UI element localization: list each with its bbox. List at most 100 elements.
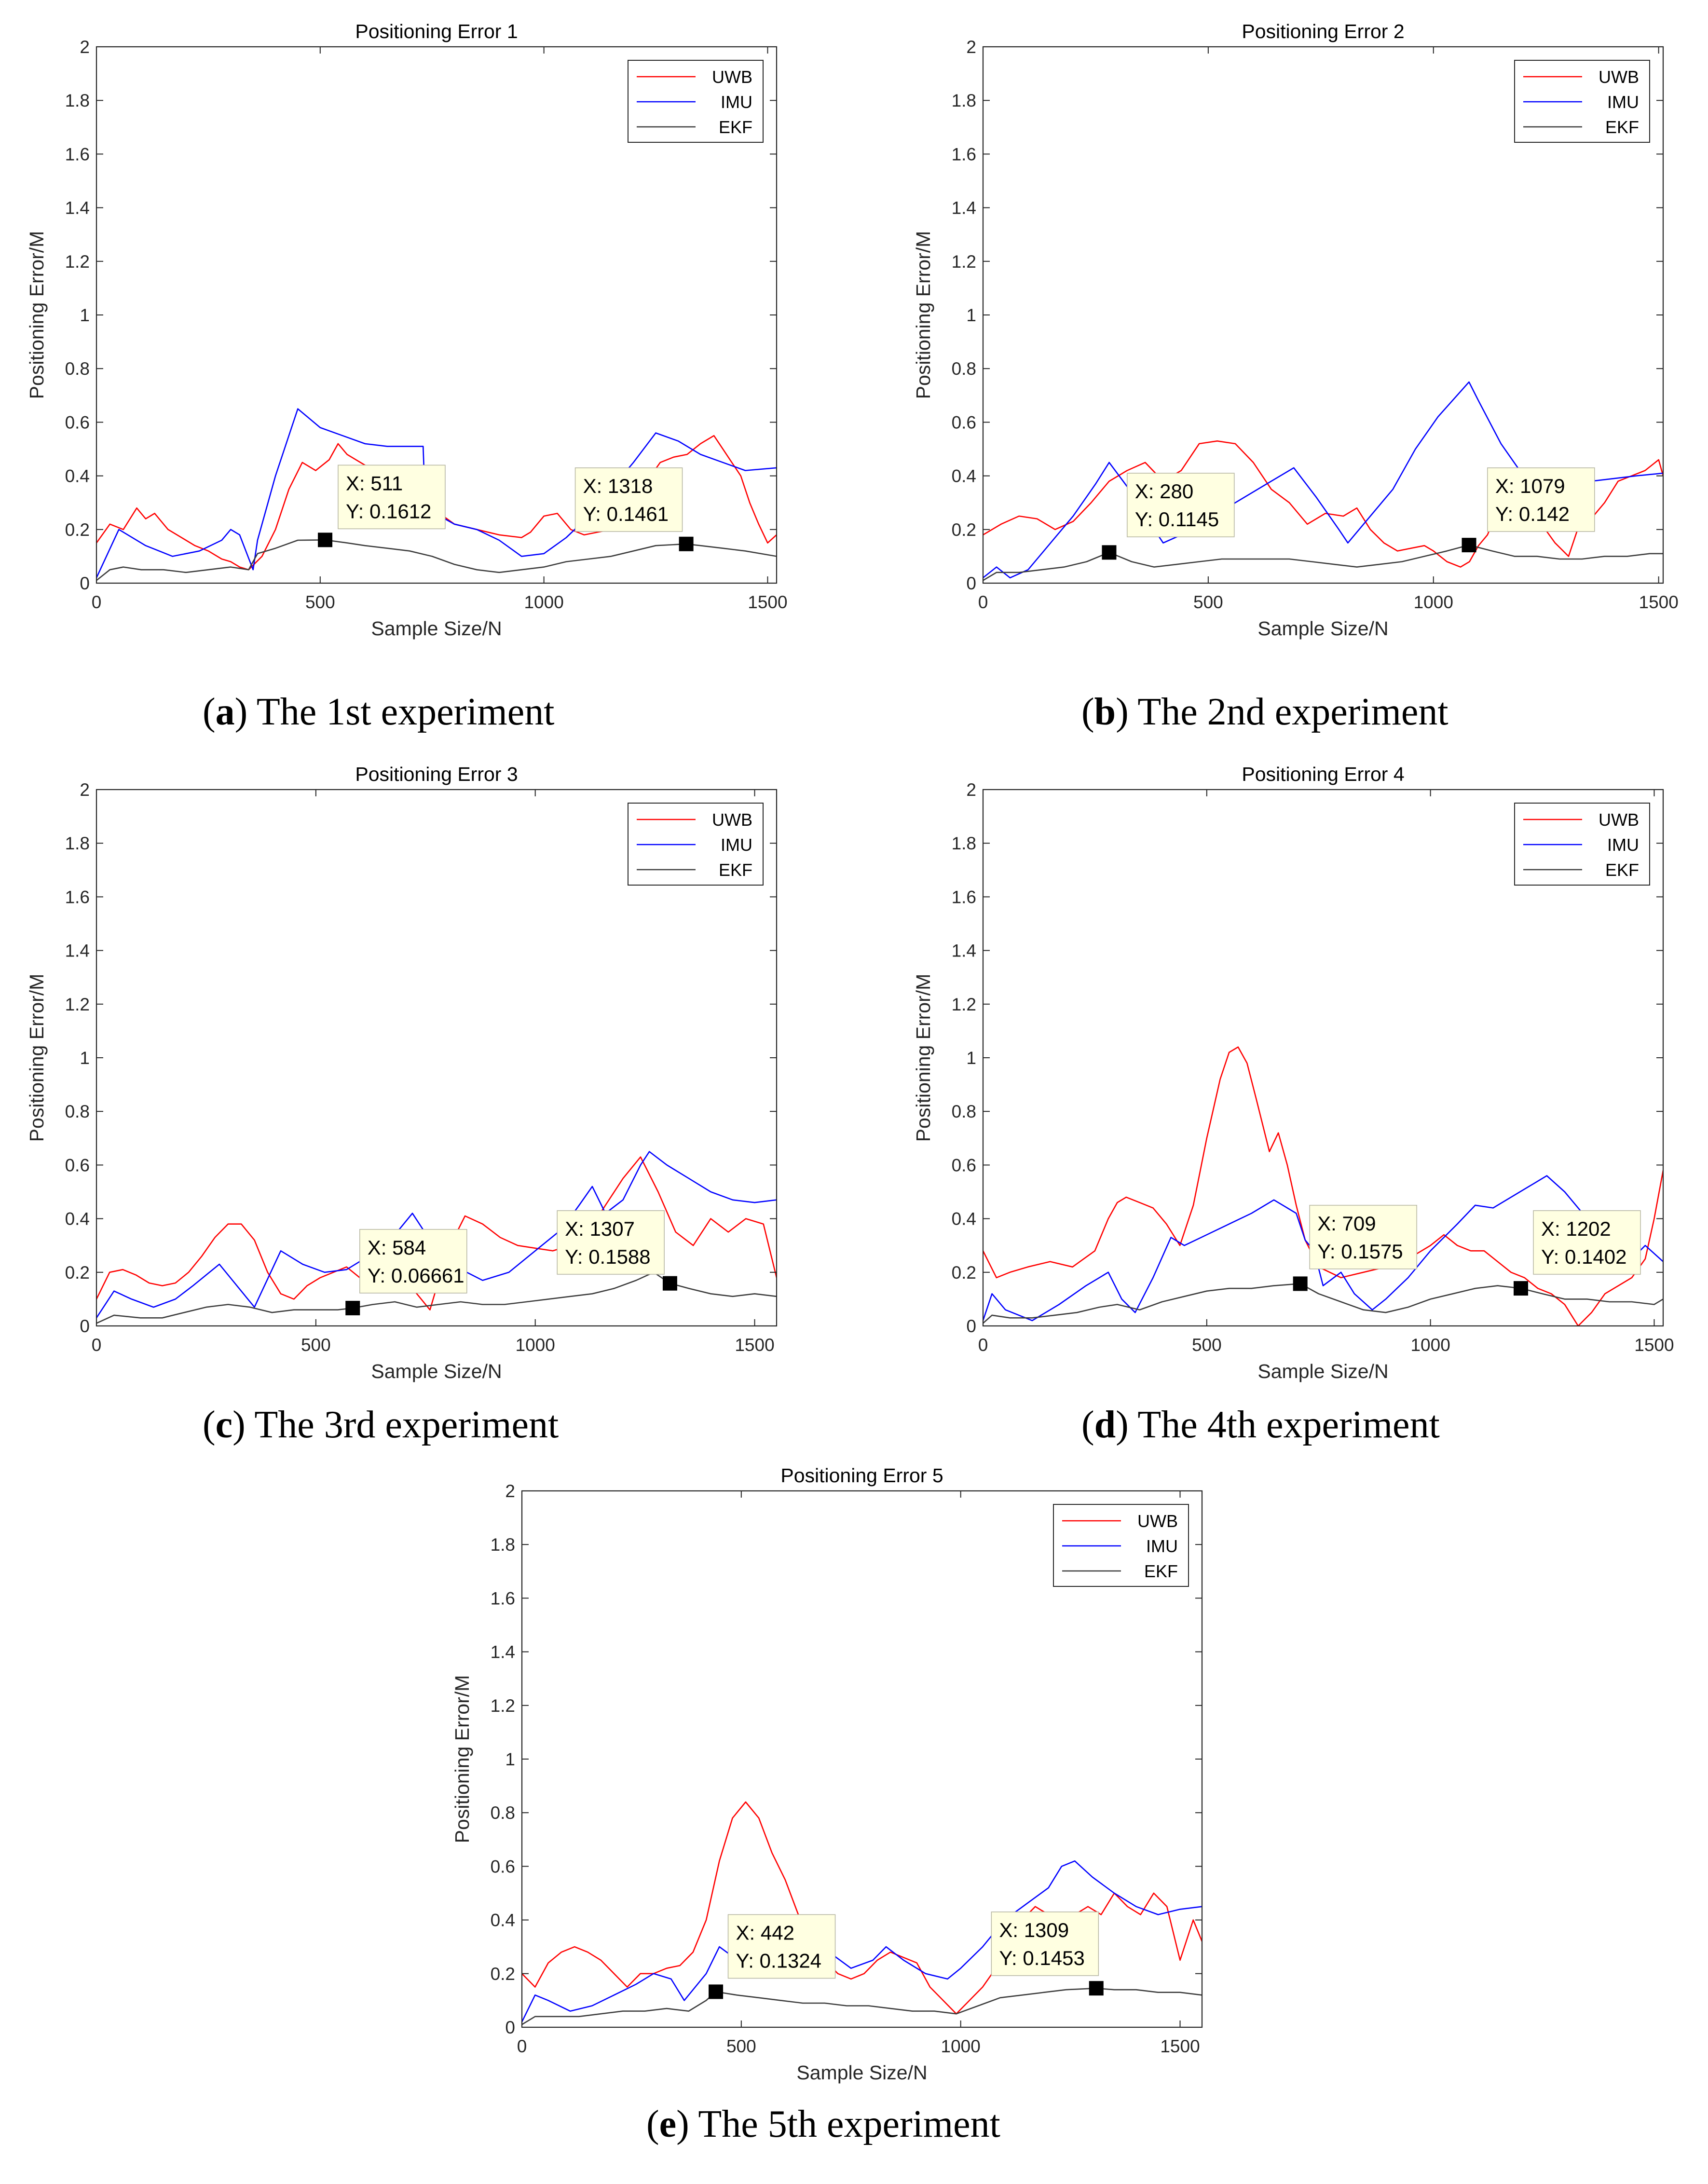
y-tick-label: 1 [80,305,90,325]
datatip-y: Y: 0.1402 [1541,1245,1627,1268]
y-tick-label: 1.4 [65,198,90,218]
y-tick-label: 0.2 [491,1964,515,1984]
datatip: X: 1202 Y: 0.1402 [1514,1210,1641,1296]
datatip-box [1533,1210,1641,1275]
y-tick-label: 1 [966,305,976,325]
figure-caption-e: (e) The 5th experiment [646,2103,1000,2145]
series-line-ekf [522,1987,1202,2025]
caption-letter: c [216,1404,233,1446]
y-axis-label: Positioning Error/M [26,231,48,399]
caption-paren-open: ( [1081,1404,1094,1446]
datatip: X: 584 Y: 0.06661 [345,1229,467,1315]
y-tick-label: 2 [80,37,90,57]
y-tick-label: 2 [80,780,90,800]
chart-panel-3: 0 500 1000 1500 0 0.2 0.4 0.6 0.8 1 1.2 1.4 1.6 1.8 2 P… [26,763,778,1382]
datatip-box [359,1229,467,1294]
series-line-ekf [983,544,1663,581]
datatip-x: X: 1318 [583,475,653,497]
y-tick-label: 1.4 [491,1642,515,1662]
datatip: X: 1309 Y: 0.1453 [991,1911,1104,1996]
x-tick-label: 1500 [735,1335,774,1355]
y-tick-label: 1.6 [491,1588,515,1608]
caption-text: The 1st experiment [257,691,555,733]
y-tick-label: 1.8 [952,91,976,110]
y-tick-label: 0 [966,1316,976,1336]
x-tick-label: 1000 [1414,592,1453,612]
datatip-x: X: 1309 [999,1919,1069,1941]
datatip-box [557,1210,665,1275]
y-tick-label: 0 [80,573,90,593]
y-tick-label: 1.2 [65,995,90,1014]
datatip-y: Y: 0.1588 [565,1245,651,1268]
datatip: X: 280 Y: 0.1145 [1102,473,1235,560]
caption-text: The 4th experiment [1137,1404,1439,1446]
legend-label-ekf: EKF [719,860,752,880]
caption-paren-close: ) [676,2103,698,2145]
legend-label-ekf: EKF [719,117,752,137]
caption-paren-close: ) [235,691,257,733]
x-tick-label: 1500 [1634,1335,1674,1355]
y-tick-label: 0.8 [952,359,976,379]
y-tick-label: 1.4 [952,941,976,961]
y-tick-label: 0.6 [491,1856,515,1876]
y-axis-label: Positioning Error/M [451,1675,473,1843]
datatip: X: 511 Y: 0.1612 [318,464,446,547]
datatip-marker [1102,545,1117,560]
y-tick-label: 0.6 [952,412,976,432]
y-tick-label: 2 [966,37,976,57]
legend-label-uwb: UWB [712,67,752,87]
y-tick-label: 0.4 [65,1209,90,1229]
y-tick-label: 0.6 [65,1155,90,1175]
datatip-marker [679,536,694,551]
datatip-marker [1462,538,1476,553]
figure-caption-d: (d) The 4th experiment [1081,1404,1440,1446]
chart-title: Positioning Error 2 [1242,20,1404,42]
series-line-ekf [983,1283,1663,1324]
caption-letter: b [1094,691,1116,733]
datatip-box [338,464,446,530]
chart-title: Positioning Error 5 [780,1464,943,1487]
legend-label-imu: IMU [1146,1536,1178,1556]
y-tick-label: 1.4 [65,941,90,961]
caption-paren-close: ) [232,1404,254,1446]
caption-letter: d [1094,1404,1116,1446]
legend-label-imu: IMU [1607,92,1639,112]
legend: UWB IMU EKF [628,60,764,143]
series-line-uwb [522,1801,1202,2015]
y-tick-label: 0.8 [65,359,90,379]
legend: UWB IMU EKF [1514,60,1650,143]
x-tick-label: 1000 [1410,1335,1450,1355]
datatip-x: X: 442 [736,1921,794,1944]
y-axis-label: Positioning Error/M [912,231,934,399]
caption-text: The 5th experiment [698,2103,1000,2145]
figure-caption-b: (b) The 2nd experiment [1081,691,1448,733]
chart-title: Positioning Error 4 [1242,763,1404,785]
datatip-box [991,1911,1099,1976]
x-tick-label: 1000 [941,2036,981,2056]
x-tick-label: 0 [978,1335,988,1355]
caption-text: The 3rd experiment [254,1404,559,1446]
y-tick-label: 0.6 [952,1155,976,1175]
y-tick-label: 0 [505,2018,515,2037]
y-axis-label: Positioning Error/M [26,974,48,1142]
legend-label-uwb: UWB [1599,810,1639,830]
legend: UWB IMU EKF [628,803,764,886]
datatip-x: X: 1202 [1541,1217,1611,1240]
y-tick-label: 1.6 [952,144,976,164]
x-axis-label: Sample Size/N [371,1360,502,1382]
x-tick-label: 0 [92,1335,102,1355]
series-line-imu [96,408,777,578]
chart-title: Positioning Error 3 [355,763,518,785]
series-line-imu [522,1860,1202,2022]
y-tick-label: 1 [505,1749,515,1769]
datatip: X: 1079 Y: 0.142 [1462,467,1595,553]
x-tick-label: 0 [92,592,102,612]
y-tick-label: 0.2 [952,520,976,540]
x-tick-label: 500 [1193,592,1223,612]
datatip-y: Y: 0.1145 [1135,508,1219,531]
x-tick-label: 500 [301,1335,331,1355]
datatip-marker [1514,1281,1529,1296]
y-tick-label: 1 [966,1048,976,1068]
caption-paren-close: ) [1116,1404,1137,1446]
legend-label-uwb: UWB [712,810,752,830]
